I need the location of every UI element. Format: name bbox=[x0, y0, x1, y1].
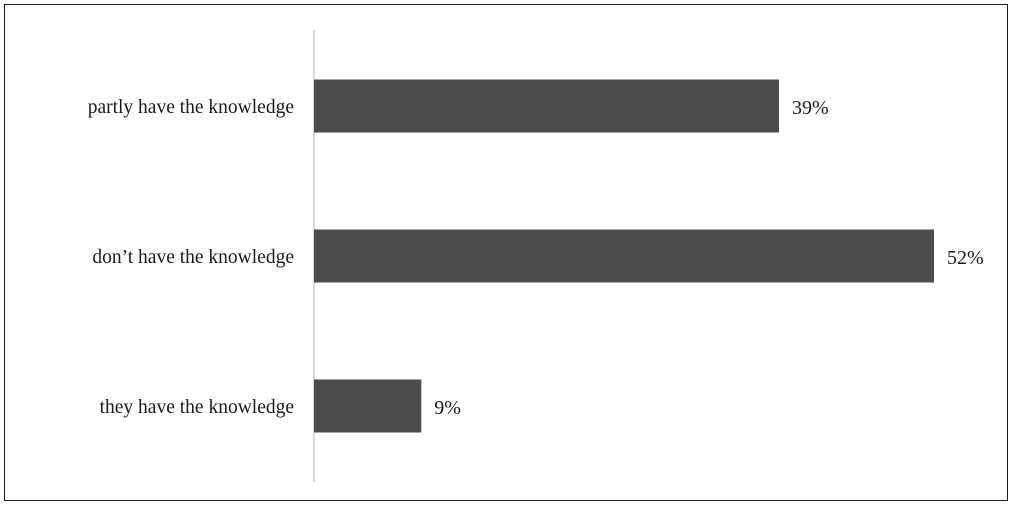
bar-1 bbox=[314, 229, 934, 283]
value-label-1: 52% bbox=[947, 247, 984, 269]
bar-2 bbox=[314, 379, 422, 433]
value-label-0: 39% bbox=[792, 97, 829, 119]
category-label-2: they have the knowledge bbox=[100, 397, 294, 418]
bar-0 bbox=[314, 79, 779, 133]
value-label-2: 9% bbox=[434, 397, 461, 419]
category-label-1: don’t have the knowledge bbox=[92, 247, 294, 268]
category-label-0: partly have the knowledge bbox=[88, 97, 294, 118]
